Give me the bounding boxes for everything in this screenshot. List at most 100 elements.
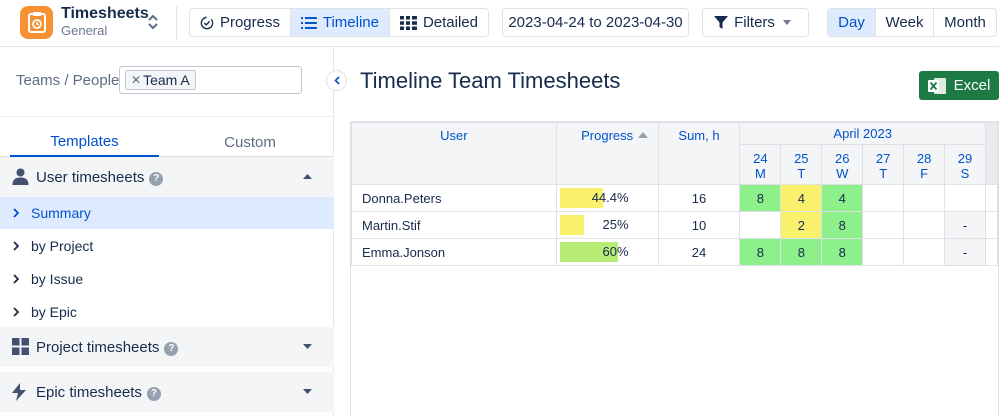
view-detailed-button[interactable]: Detailed: [390, 9, 488, 36]
hours-cell[interactable]: 8: [739, 184, 782, 212]
hours-cell[interactable]: 8: [821, 211, 864, 239]
day-number: 24: [753, 150, 768, 166]
hours-cell[interactable]: [903, 238, 946, 266]
hours-cell[interactable]: [739, 211, 782, 239]
user-cell[interactable]: Donna.Peters: [351, 184, 557, 212]
sidebar-tabs: Templates Custom: [0, 127, 334, 157]
timesheet-grid: User Progress Sum, h April 2023 24 M 25 T …: [350, 121, 999, 416]
hours-cell[interactable]: 2: [780, 211, 823, 239]
scroll-gutter: [984, 211, 999, 239]
scroll-gutter: [984, 122, 999, 185]
user-cell[interactable]: Emma.Jonson: [351, 238, 557, 266]
progress-value: 44.4%: [591, 190, 629, 205]
view-timeline-label: Timeline: [322, 14, 379, 31]
day-header-27[interactable]: 27 T: [862, 144, 905, 185]
view-progress-button[interactable]: Progress: [190, 9, 291, 36]
progress-cell: 44.4%: [555, 184, 659, 212]
top-bar: Timesheets General Progress Timeline: [0, 0, 999, 46]
day-weekday: F: [920, 165, 929, 181]
chevron-right-icon: [13, 241, 19, 251]
hours-cell[interactable]: [903, 211, 946, 239]
section-user-label: User timesheets: [36, 169, 145, 186]
hours-cell[interactable]: 8: [821, 238, 864, 266]
lightning-icon: [12, 383, 26, 401]
period-month-button[interactable]: Month: [944, 14, 986, 31]
progress-cell: 25%: [555, 211, 659, 239]
period-switcher: Day Week Month: [827, 8, 997, 37]
section-epic-label: Epic timesheets: [36, 384, 142, 401]
filter-icon: [714, 15, 729, 29]
tab-templates[interactable]: Templates: [10, 127, 159, 157]
day-number: 27: [875, 150, 891, 166]
grid-icon: [12, 338, 29, 355]
app-logo-icon[interactable]: [20, 6, 53, 39]
chevron-left-icon: [333, 76, 340, 85]
help-icon[interactable]: ?: [164, 341, 179, 356]
page-title: Timeline Team Timesheets: [360, 68, 621, 93]
app-switch-chevrons-icon[interactable]: [146, 11, 160, 33]
progress-value: 60%: [602, 244, 629, 259]
sidebar: Teams / People: ✕ Team A Templates Custo…: [0, 47, 334, 416]
hours-cell[interactable]: 8: [739, 238, 782, 266]
hours-cell[interactable]: [862, 238, 905, 266]
view-detailed-label: Detailed: [422, 14, 478, 31]
day-header-26[interactable]: 26 W: [821, 144, 864, 185]
sidebar-item-label: by Issue: [31, 271, 84, 287]
collapse-sidebar-button[interactable]: [326, 70, 347, 91]
section-project-label: Project timesheets: [36, 339, 160, 356]
table-row[interactable]: Martin.Stif 25% 10 2 8 -: [351, 211, 999, 239]
hours-cell[interactable]: [944, 184, 986, 212]
hours-cell[interactable]: -: [944, 211, 986, 239]
hours-cell[interactable]: [903, 184, 946, 212]
progress-cell: 60%: [555, 238, 659, 266]
user-cell[interactable]: Martin.Stif: [351, 211, 557, 239]
period-day-button[interactable]: Day: [828, 9, 876, 36]
day-header-29[interactable]: 29 S: [944, 144, 986, 185]
date-range-picker[interactable]: 2023-04-24 to 2023-04-30: [502, 8, 689, 37]
month-header: April 2023: [739, 122, 986, 145]
hours-cell[interactable]: -: [944, 238, 986, 266]
hours-cell[interactable]: 4: [780, 184, 823, 212]
chevron-right-icon: [13, 274, 19, 284]
column-header-user[interactable]: User: [351, 122, 557, 185]
sidebar-item-label: Summary: [31, 205, 91, 221]
column-header-sum[interactable]: Sum, h: [657, 122, 741, 185]
teams-input[interactable]: ✕ Team A: [119, 66, 302, 94]
day-number: 25: [794, 150, 809, 166]
day-header-24[interactable]: 24 M: [739, 144, 782, 185]
column-header-progress[interactable]: Progress: [555, 122, 659, 185]
sidebar-item-label: by Epic: [31, 304, 77, 320]
filters-button[interactable]: Filters: [702, 8, 809, 37]
hours-cell[interactable]: [862, 211, 905, 239]
teams-filter-row: Teams / People: ✕ Team A: [0, 47, 334, 117]
sidebar-item-by-epic[interactable]: by Epic: [0, 296, 334, 328]
period-week-button[interactable]: Week: [876, 9, 934, 36]
sidebar-item-by-project[interactable]: by Project: [0, 230, 334, 262]
column-header-progress-label: Progress: [581, 128, 634, 143]
table-row[interactable]: Emma.Jonson 60% 24 8 8 8 -: [351, 238, 999, 266]
remove-chip-icon[interactable]: ✕: [131, 73, 142, 87]
day-header-28[interactable]: 28 F: [903, 144, 946, 185]
view-timeline-button[interactable]: Timeline: [291, 9, 390, 36]
sum-cell: 10: [657, 211, 741, 239]
day-number: 26: [835, 150, 850, 166]
hours-cell[interactable]: 8: [780, 238, 823, 266]
day-header-25[interactable]: 25 T: [780, 144, 823, 185]
hours-cell[interactable]: [862, 184, 905, 212]
sidebar-item-summary[interactable]: Summary: [0, 197, 334, 229]
hours-cell[interactable]: 4: [821, 184, 864, 212]
view-switcher: Progress Timeline Detailed: [189, 8, 489, 37]
tab-custom[interactable]: Custom: [224, 133, 276, 151]
excel-icon: [927, 77, 946, 94]
section-epic-timesheets[interactable]: Epic timesheets?: [0, 372, 334, 412]
table-row[interactable]: Donna.Peters 44.4% 16 8 4 4: [351, 184, 999, 212]
section-user-timesheets[interactable]: User timesheets?: [0, 157, 334, 197]
sidebar-item-label: by Project: [31, 238, 94, 254]
excel-export-button[interactable]: Excel: [919, 71, 999, 100]
section-project-timesheets[interactable]: Project timesheets?: [0, 327, 334, 367]
grid-icon: [400, 15, 417, 30]
sidebar-item-by-issue[interactable]: by Issue: [0, 263, 334, 295]
help-icon[interactable]: ?: [146, 386, 161, 401]
help-icon[interactable]: ?: [149, 171, 164, 186]
team-chip-label: Team A: [143, 72, 190, 88]
